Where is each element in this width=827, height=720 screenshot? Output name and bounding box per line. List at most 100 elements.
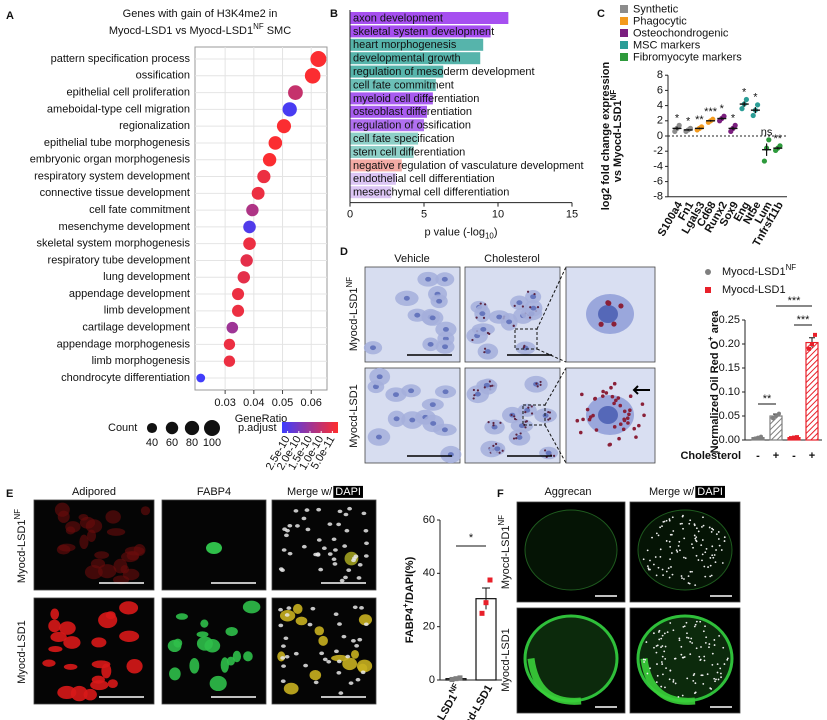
nucleus — [281, 644, 286, 648]
nucleus — [313, 552, 318, 557]
nucleus — [698, 655, 701, 658]
x-tick-label: Myocd-LSD1NF — [414, 681, 465, 720]
bar-label: myeloid cell differentiation — [353, 93, 479, 105]
y-tick-label: mesenchyme development — [59, 221, 190, 233]
nucleus — [684, 557, 687, 560]
y-tick-label: respiratory system development — [34, 170, 190, 182]
nucleus — [689, 653, 692, 656]
nucleus — [321, 546, 327, 551]
lipid-droplet — [605, 300, 611, 306]
y-tick-label: 0 — [657, 130, 663, 142]
nucleus — [655, 681, 658, 684]
stain — [79, 516, 96, 529]
nucleus — [697, 530, 700, 533]
nucleus — [683, 578, 685, 580]
nucleus — [687, 582, 690, 584]
label-box — [333, 485, 363, 498]
y-axis-label-part: + — [401, 603, 410, 608]
row-label: Myocd-LSD1 — [500, 628, 512, 692]
stain — [140, 506, 151, 516]
legend-label: Myocd-LSD1NF — [722, 263, 796, 278]
nucleus — [598, 406, 618, 424]
nucleus — [681, 694, 684, 697]
stain — [358, 614, 373, 626]
nucleus — [427, 341, 434, 347]
row-label-part: Myocd-LSD1 — [348, 287, 360, 351]
bar-label: mesenchymal cell differentiation — [353, 187, 509, 199]
bar — [350, 92, 433, 105]
micrograph — [565, 266, 656, 363]
y-tick-label: chondrocyte differentiation — [61, 372, 190, 384]
lipid-droplet — [512, 324, 515, 328]
nucleus — [663, 520, 666, 523]
nucleus — [703, 659, 706, 662]
stain — [342, 657, 358, 671]
y-tick-label: 0.10 — [719, 386, 740, 398]
legend-label: Fibromyocyte markers — [633, 51, 742, 63]
nucleus — [649, 559, 651, 562]
bar — [805, 341, 819, 441]
y-tick-label: 20 — [423, 621, 435, 633]
x-axis-label-part: p value (-log — [424, 227, 485, 239]
nucleus — [715, 549, 717, 551]
stain — [58, 543, 76, 552]
nucleus — [442, 344, 449, 350]
nucleus — [545, 450, 552, 456]
legend-label-part: Myocd-LSD1 — [722, 284, 786, 296]
nucleus — [680, 645, 683, 648]
micrograph-frame — [271, 499, 377, 591]
lipid-droplet — [527, 406, 530, 409]
nucleus — [316, 538, 322, 542]
bar — [350, 105, 427, 118]
nucleus — [336, 659, 342, 664]
data-point — [457, 675, 463, 681]
nucleus — [283, 636, 289, 641]
arrow — [632, 385, 650, 395]
lipid-droplet — [548, 417, 552, 420]
stain — [277, 651, 286, 662]
dot — [232, 288, 245, 301]
bar — [350, 159, 402, 172]
nucleus — [293, 651, 299, 656]
lipid-droplet — [522, 346, 525, 349]
y-tick-label: 40 — [423, 567, 435, 579]
lipid-droplet — [634, 435, 638, 439]
nucleus — [717, 538, 720, 540]
nucleus — [714, 561, 717, 564]
nucleus — [304, 508, 310, 512]
stain — [90, 680, 109, 691]
nucleus — [316, 507, 322, 512]
nucleus — [701, 553, 704, 556]
lipid-droplet — [536, 385, 539, 388]
panel-label: F — [497, 488, 504, 500]
legend-label: Osteochondrogenic — [633, 27, 729, 39]
column-label: Merge w/ DAPI — [649, 486, 723, 498]
y-axis-label-part: FABP4 — [404, 607, 416, 643]
panel-label: D — [340, 246, 348, 258]
column-label: FABP4 — [197, 486, 231, 498]
nucleus — [278, 607, 283, 612]
nucleus — [713, 554, 716, 556]
x-tick-label: 0.05 — [272, 397, 293, 409]
significance: * — [469, 532, 474, 544]
lipid-droplet — [552, 454, 556, 458]
lipid-droplet — [642, 413, 646, 418]
stain — [42, 659, 56, 667]
dot — [223, 355, 236, 367]
nucleus — [700, 674, 703, 677]
stain — [94, 551, 110, 559]
lipid-droplet — [515, 433, 518, 436]
nucleus — [669, 622, 672, 624]
x-tick-label: 0.06 — [301, 397, 322, 409]
nucleus — [660, 661, 663, 663]
data-point — [795, 435, 799, 440]
nucleus — [337, 622, 342, 626]
stain — [48, 646, 63, 653]
lipid-droplet — [626, 421, 630, 425]
nucleus — [474, 391, 481, 397]
stain — [65, 526, 76, 535]
panel-label: A — [6, 10, 14, 22]
nucleus — [718, 634, 721, 637]
nucleus — [408, 388, 415, 394]
nucleus — [700, 646, 702, 648]
